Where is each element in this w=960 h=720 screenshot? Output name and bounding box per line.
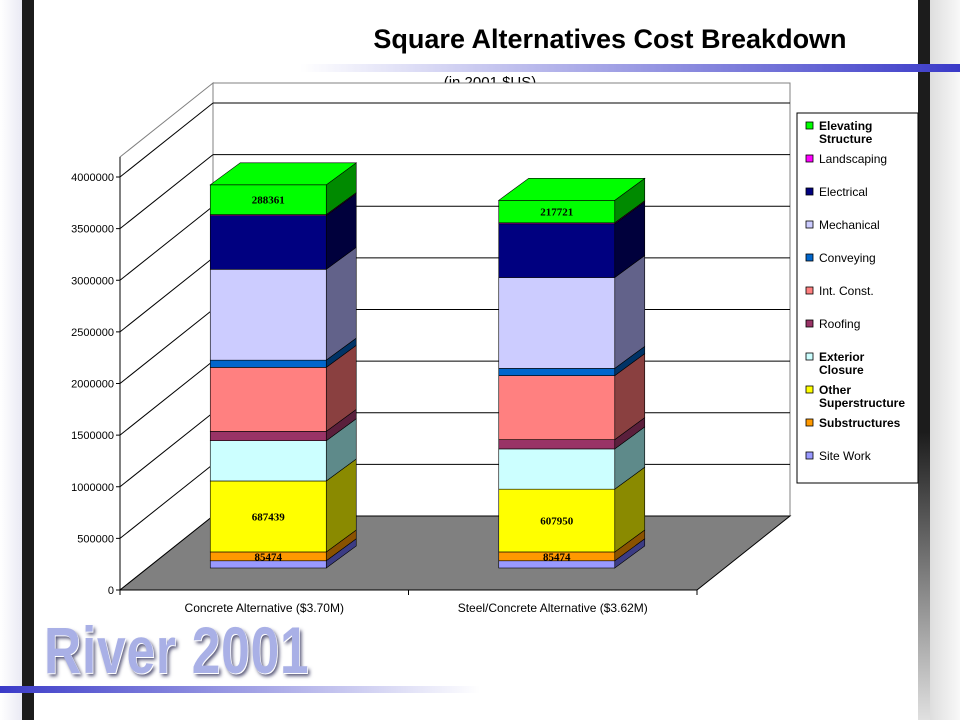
bar-segment-elevating-structure: 288361 [209, 162, 358, 216]
bar-segment-front [209, 184, 327, 215]
y-tick-label: 0 [108, 585, 114, 597]
bar-segment-front [498, 448, 616, 490]
legend-label: Substructures [819, 416, 901, 430]
legend-label: Mechanical [819, 218, 880, 232]
bar-segment-mechanical [209, 246, 357, 361]
bar-segment-exterior-closure [209, 418, 357, 482]
legend-swatch [805, 286, 814, 295]
y-tick-label: 4000000 [71, 172, 114, 184]
legend-swatch [805, 154, 814, 163]
gridline-side [119, 154, 214, 230]
bar-top-face [209, 162, 358, 186]
bar-segment-front [498, 439, 616, 450]
bar-segment-front [209, 269, 327, 361]
legend-swatch [805, 418, 814, 427]
data-label: 687439 [252, 511, 286, 523]
chart-side-wall [119, 81, 214, 592]
gridline-side [119, 360, 214, 436]
bar-segment-elevating-structure: 217721 [497, 177, 646, 224]
left-accent-bar [22, 0, 34, 720]
legend-label: Elevating [819, 119, 872, 133]
legend-label: Closure [819, 363, 864, 377]
gridline-side [119, 309, 214, 384]
river-2001-logo: River 2001 [44, 613, 310, 687]
legend-label: Site Work [819, 449, 872, 463]
data-label: 607950 [540, 516, 574, 528]
right-accent-gradient [930, 0, 960, 720]
y-tick-label: 2000000 [71, 379, 114, 391]
left-accent-gradient [0, 0, 22, 720]
legend-label: Roofing [819, 317, 860, 331]
legend-box [796, 112, 919, 484]
y-tick-label: 1000000 [71, 482, 114, 494]
bar-top-face [497, 178, 646, 201]
legend-label: Int. Const. [819, 284, 874, 298]
title-underline [300, 64, 960, 72]
bar-segment-front [498, 488, 616, 553]
bar-segment-front [498, 368, 616, 376]
bar-segment-front [209, 440, 327, 482]
x-category-label: Concrete Alternative ($3.70M) [185, 601, 344, 615]
bar-segment-int-const- [498, 353, 646, 441]
gridline-side [119, 257, 214, 333]
gridline-side [119, 205, 214, 281]
legend-swatch [805, 121, 814, 130]
right-accent-bar [918, 0, 930, 720]
legend-label: Structure [819, 132, 873, 146]
legend-label: Conveying [819, 251, 876, 265]
legend-swatch [805, 352, 814, 361]
data-label: 217721 [540, 207, 573, 219]
bar-segment-front [209, 480, 327, 553]
gridline-side [119, 102, 214, 178]
bar-segment-front [209, 215, 327, 270]
legend-swatch [805, 385, 814, 394]
data-label: 85474 [543, 551, 571, 563]
data-label: 288361 [252, 195, 285, 207]
legend-swatch [805, 187, 814, 196]
bar-segment-front [209, 431, 327, 442]
legend-label: Superstructure [819, 396, 905, 410]
slide-title: Square Alternatives Cost Breakdown [373, 24, 847, 54]
bar-segment-electrical [209, 193, 357, 270]
bar-segment-electrical [498, 201, 646, 279]
bar-segment-front [498, 223, 616, 278]
y-tick-label: 2500000 [71, 327, 114, 339]
footer-line [0, 686, 480, 693]
data-label: 85474 [255, 551, 283, 563]
bar-segment-front [498, 375, 616, 440]
legend-label: Electrical [819, 185, 868, 199]
gridline-side [119, 463, 214, 539]
bar-segment-other-superstructure: 687439 [209, 458, 357, 553]
bar-segment-front [498, 277, 616, 369]
y-tick-label: 1500000 [71, 430, 114, 442]
bar-segment-other-superstructure: 607950 [498, 466, 646, 553]
y-tick-label: 500000 [77, 533, 114, 545]
bar-segment-exterior-closure [498, 426, 646, 490]
gridline-side [119, 412, 214, 488]
legend-swatch [805, 253, 814, 262]
legend-swatch [805, 319, 814, 328]
legend-label: Other [819, 383, 851, 397]
bar-segment-front [209, 359, 327, 368]
y-tick-label: 3500000 [71, 224, 114, 236]
x-category-label: Steel/Concrete Alternative ($3.62M) [458, 601, 648, 615]
bar-segment-int-const- [209, 344, 357, 433]
bar-segment-front [209, 367, 327, 432]
legend-swatch [805, 220, 814, 229]
bar-segment-mechanical [498, 254, 646, 369]
legend-label: Exterior [819, 350, 865, 364]
legend-swatch [805, 451, 814, 460]
legend-label: Landscaping [819, 152, 887, 166]
y-tick-label: 3000000 [71, 275, 114, 287]
